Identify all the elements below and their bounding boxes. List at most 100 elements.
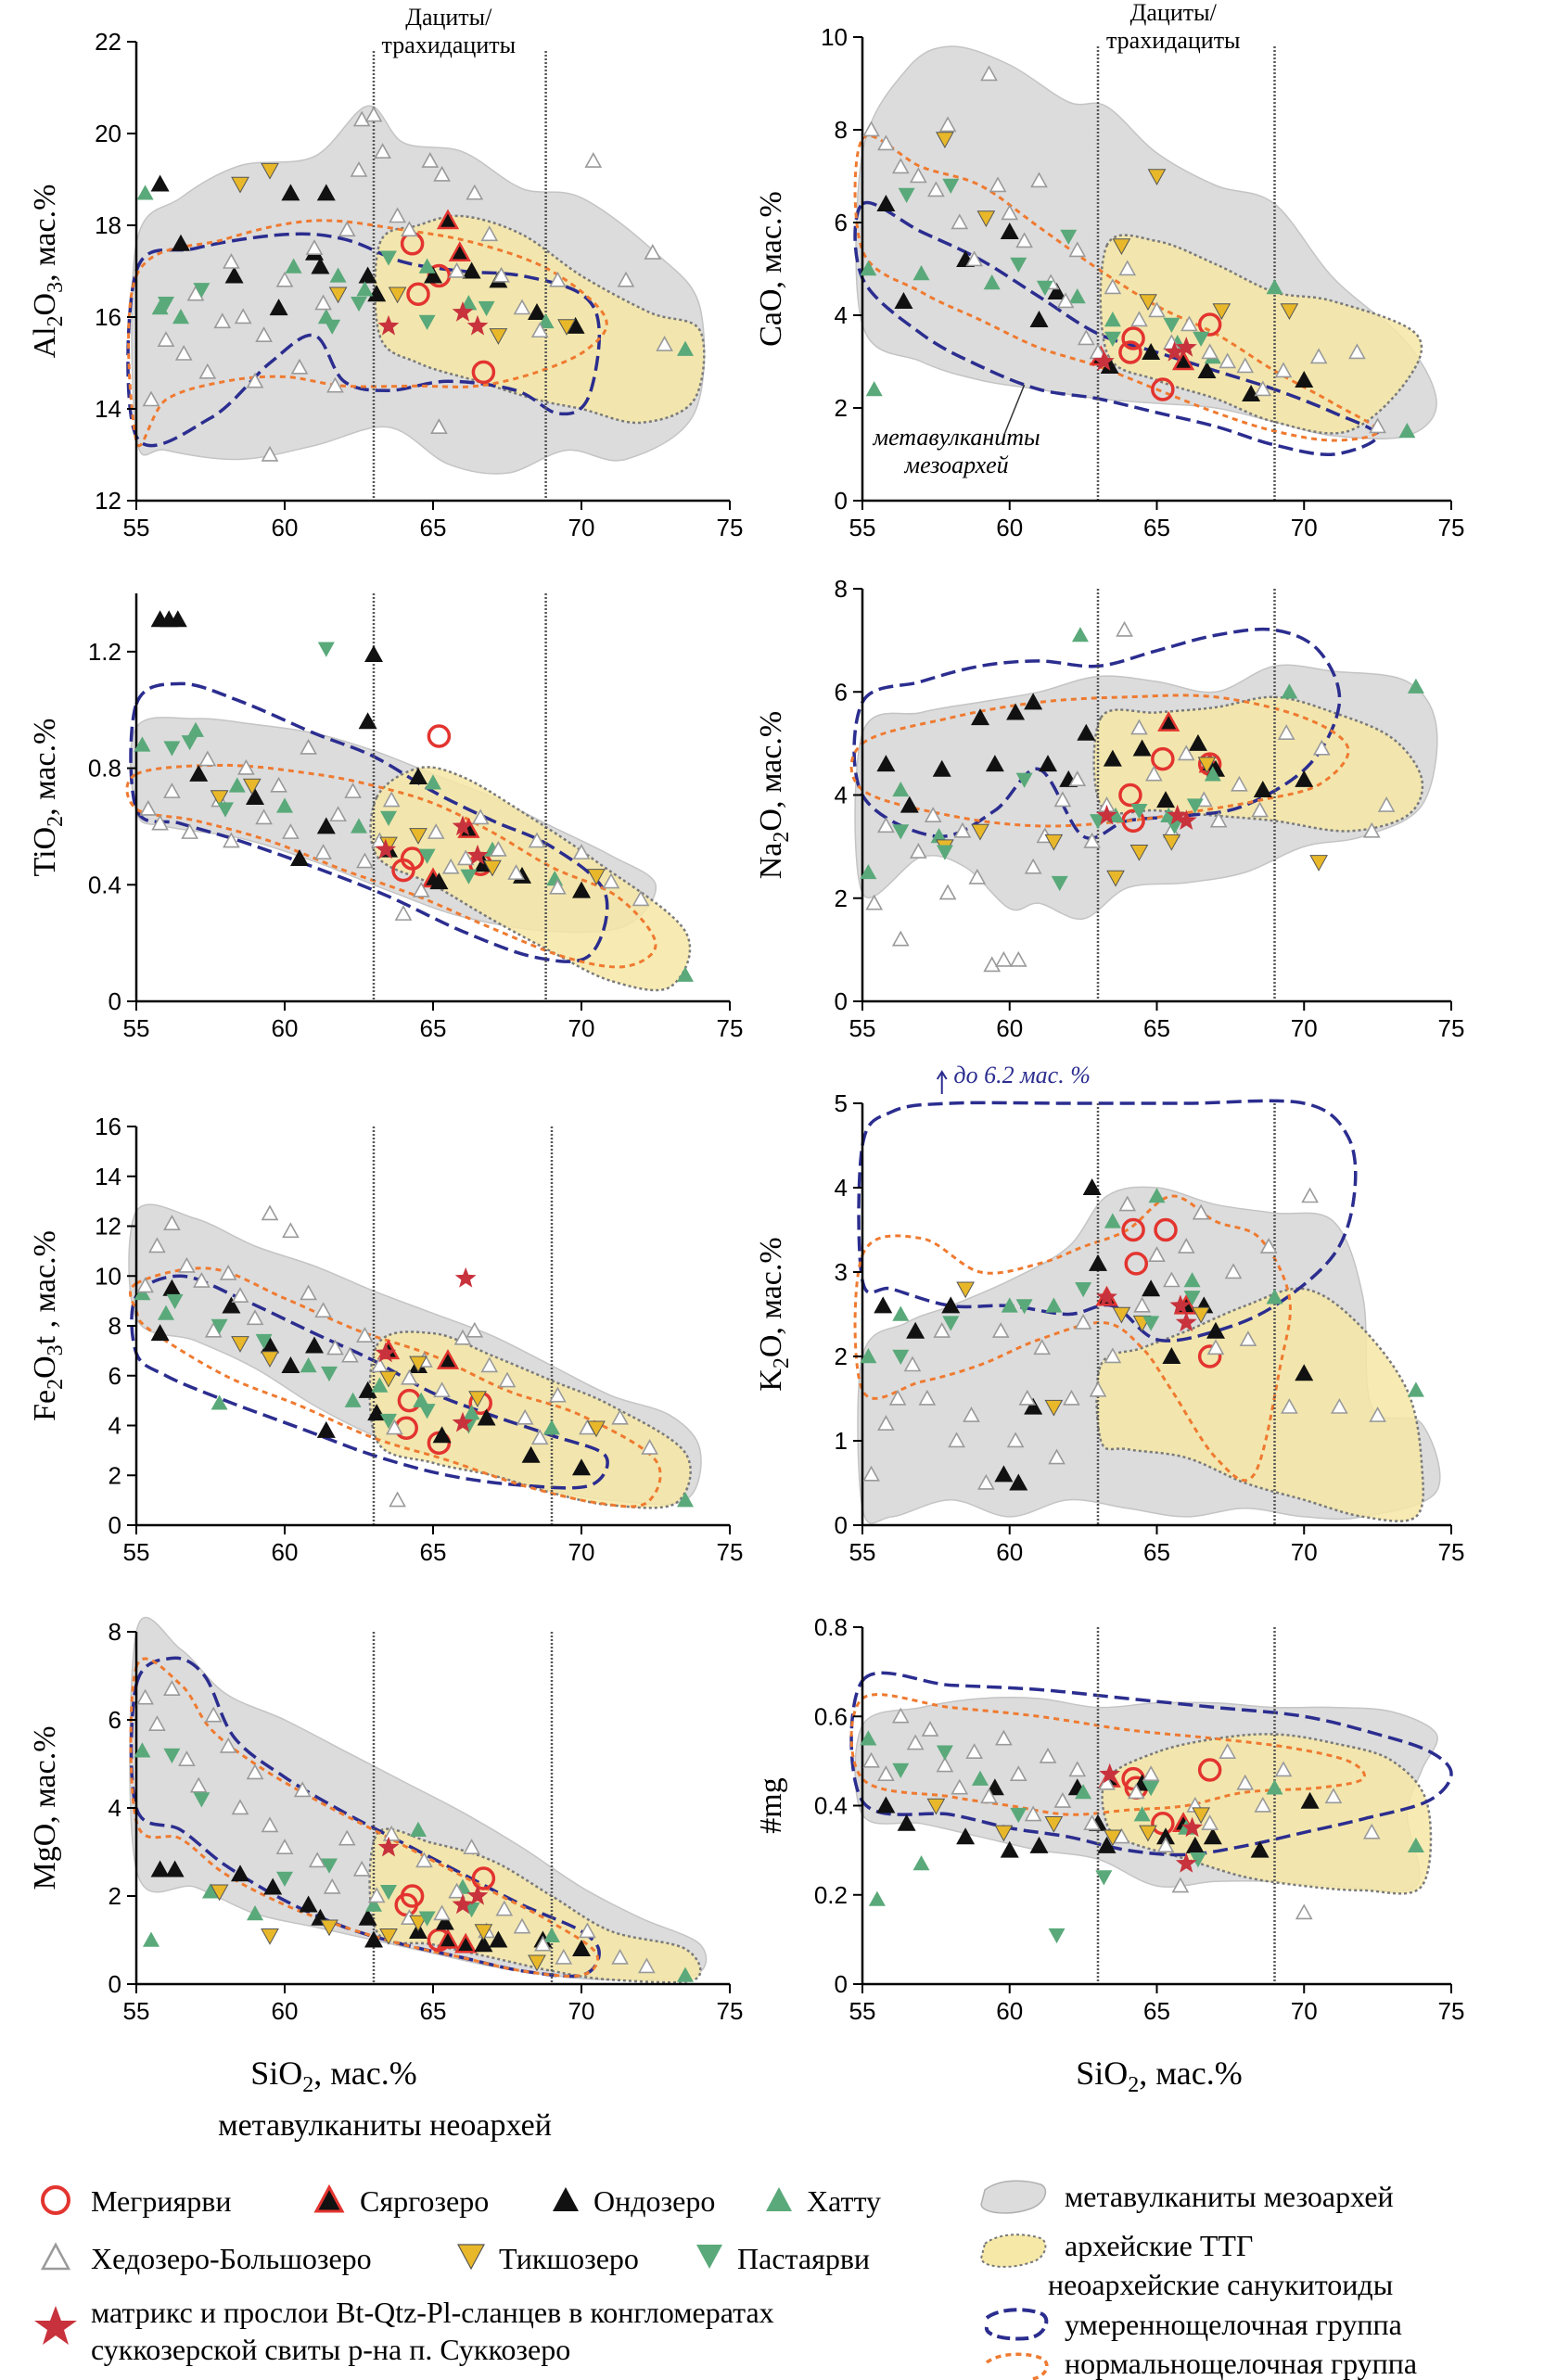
data-point xyxy=(1098,1774,1116,1790)
y-tick-label: 0 xyxy=(108,987,121,1015)
data-point xyxy=(932,759,951,777)
data-point xyxy=(876,1796,896,1814)
series-Пастаярви xyxy=(163,1748,480,1927)
data-point xyxy=(1398,423,1416,439)
data-point xyxy=(530,1429,549,1445)
data-point xyxy=(572,1458,591,1476)
data-point xyxy=(862,1465,880,1482)
data-point xyxy=(168,610,187,628)
data-point xyxy=(316,184,336,201)
y-axis-label: Fe2O3t , мас.% xyxy=(28,1230,68,1421)
y-tick-label: 14 xyxy=(95,395,121,423)
y-tick-label: 0.6 xyxy=(814,1702,848,1730)
legend-marker-syargozero xyxy=(313,2183,345,2213)
data-point xyxy=(528,303,546,321)
data-point xyxy=(587,869,606,885)
data-point xyxy=(324,319,341,335)
legend-marker-pastayarvi xyxy=(696,2245,722,2269)
data-point xyxy=(231,1336,249,1353)
x-tick-label: 75 xyxy=(717,514,744,541)
data-point xyxy=(425,774,441,790)
data-point xyxy=(276,1871,293,1887)
data-point xyxy=(1001,204,1019,221)
x-tick-label: 75 xyxy=(1438,1997,1465,2025)
data-point xyxy=(375,1342,397,1363)
data-point xyxy=(352,110,371,127)
data-point xyxy=(1254,1796,1272,1813)
series-Хедозеро-Большозеро xyxy=(136,1680,656,1974)
data-point xyxy=(163,783,181,798)
data-point xyxy=(963,1406,980,1422)
data-point xyxy=(341,1346,359,1363)
data-point xyxy=(877,817,895,834)
data-point xyxy=(1075,1784,1092,1800)
data-point xyxy=(1024,1397,1043,1415)
dacite-label: Дациты/ xyxy=(1130,0,1218,26)
data-point xyxy=(415,1852,433,1868)
data-point xyxy=(474,1935,493,1953)
data-point xyxy=(1197,362,1217,378)
data-point xyxy=(320,1919,338,1937)
data-point xyxy=(1018,1389,1037,1406)
data-point xyxy=(1148,1246,1166,1262)
data-point xyxy=(365,1896,382,1912)
ttg-field xyxy=(1095,1287,1424,1522)
data-point xyxy=(909,167,927,184)
data-point xyxy=(452,1893,474,1915)
data-point xyxy=(314,844,332,859)
data-point xyxy=(891,1707,910,1724)
data-point xyxy=(572,844,591,859)
data-point xyxy=(985,755,1004,772)
series-Суккозеро xyxy=(1096,804,1197,830)
data-point xyxy=(891,930,910,947)
meso-label: метавулканиты xyxy=(873,424,1040,451)
series-Суккозеро xyxy=(377,1836,489,1915)
x-tick-label: 65 xyxy=(420,1014,447,1042)
data-point xyxy=(483,859,502,877)
data-point xyxy=(1156,1837,1175,1853)
data-point xyxy=(498,1371,517,1388)
data-point xyxy=(219,1264,237,1280)
data-point xyxy=(1177,1238,1195,1254)
data-point xyxy=(1259,1238,1278,1254)
data-point xyxy=(965,1743,984,1759)
data-point xyxy=(317,642,335,657)
x-tick-label: 55 xyxy=(849,1538,876,1566)
data-point xyxy=(1029,1836,1049,1853)
data-point xyxy=(1048,1928,1065,1944)
series-Суккозеро xyxy=(1099,1763,1203,1873)
data-point xyxy=(471,808,490,825)
data-point xyxy=(1197,757,1217,774)
data-point xyxy=(1139,294,1157,312)
data-point xyxy=(1104,312,1121,327)
legend: Мегриярви Сяргозеро Ондозеро Хатту Хедоз… xyxy=(34,2180,1417,2380)
data-point xyxy=(971,823,989,841)
data-point xyxy=(1118,260,1137,276)
legend-label-pastayarvi: Пастаярви xyxy=(737,2242,870,2275)
data-point xyxy=(338,1829,356,1846)
data-point xyxy=(374,143,391,159)
data-point xyxy=(1009,950,1027,967)
data-point xyxy=(900,795,919,813)
data-point xyxy=(1133,1806,1151,1822)
data-point xyxy=(877,134,895,151)
data-point xyxy=(466,1885,489,1905)
x-tick-label: 65 xyxy=(1143,1014,1170,1042)
data-point xyxy=(1056,292,1075,309)
data-point xyxy=(364,1930,383,1948)
data-point xyxy=(868,1890,886,1906)
data-point xyxy=(234,308,252,325)
data-point xyxy=(300,1357,317,1373)
data-point xyxy=(1167,804,1189,825)
x-tick-label: 70 xyxy=(1291,1538,1318,1566)
data-point xyxy=(611,1408,629,1425)
data-point xyxy=(1206,1339,1225,1355)
data-point xyxy=(261,162,279,180)
data-point xyxy=(991,1322,1010,1338)
data-point xyxy=(1130,803,1148,820)
data-point xyxy=(951,1778,969,1795)
data-point xyxy=(1036,280,1053,296)
data-point xyxy=(193,1271,211,1288)
data-point xyxy=(1133,1296,1151,1313)
data-point xyxy=(587,1420,606,1438)
